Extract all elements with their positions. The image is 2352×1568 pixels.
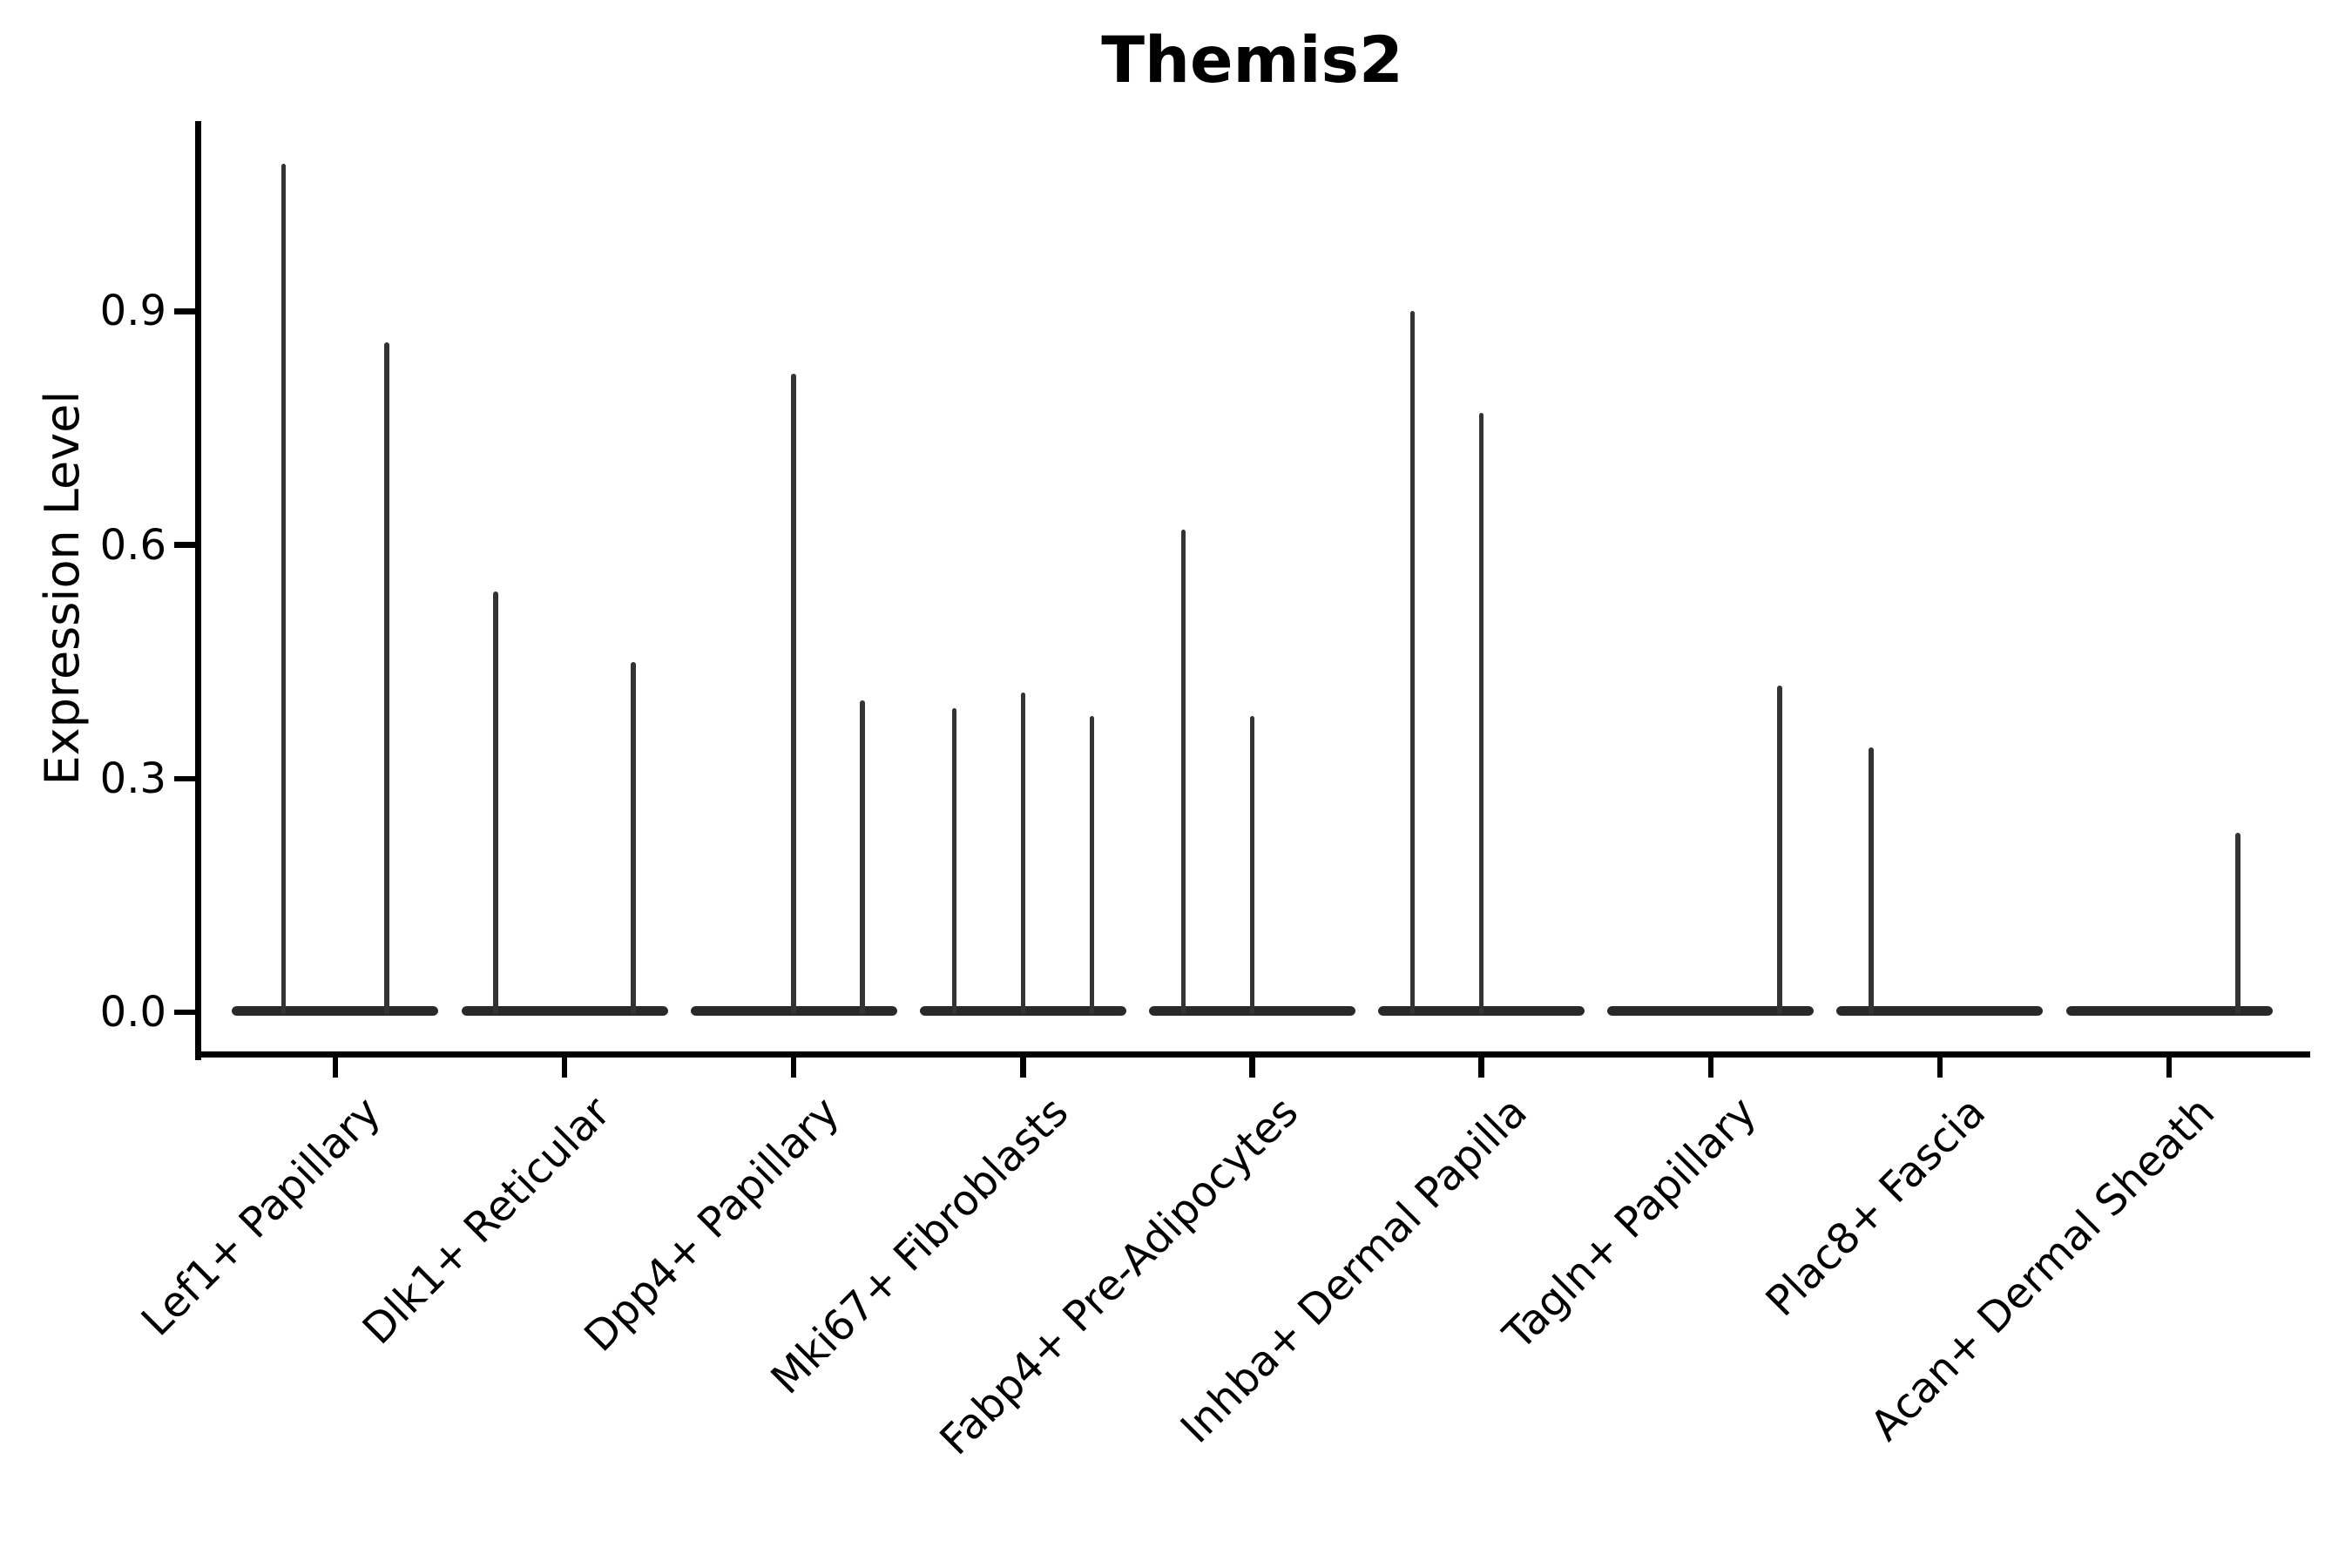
violin-needle xyxy=(280,163,287,1014)
x-tick-mark xyxy=(332,1054,339,1078)
x-tick-mark xyxy=(1249,1054,1255,1078)
x-tick-mark xyxy=(1478,1054,1484,1078)
y-tick-mark xyxy=(174,775,198,782)
violin-base xyxy=(1607,1006,1815,1016)
y-tick-mark xyxy=(174,542,198,548)
violin-needle xyxy=(1089,716,1095,1014)
violin-needle xyxy=(791,373,796,1014)
violin-needle xyxy=(1180,529,1186,1014)
chart-title: Themis2 xyxy=(1101,24,1403,98)
violin-base xyxy=(232,1006,439,1016)
x-tick-mark xyxy=(1936,1054,1943,1078)
violin-needle xyxy=(384,342,389,1014)
violin-needle xyxy=(1478,412,1484,1014)
violin-needle xyxy=(631,661,636,1014)
x-tick-mark xyxy=(1707,1054,1714,1078)
violin-base xyxy=(461,1006,668,1016)
y-tick-label: 0.9 xyxy=(99,287,166,336)
y-tick-label: 0.0 xyxy=(99,988,166,1037)
y-axis-spine xyxy=(194,121,201,1060)
violin-needle xyxy=(1249,716,1255,1014)
violin-needle xyxy=(1020,693,1026,1014)
y-tick-label: 0.6 xyxy=(99,520,166,570)
x-tick-mark xyxy=(2166,1054,2173,1078)
y-tick-mark xyxy=(174,308,198,314)
violin-needle xyxy=(1777,685,1782,1014)
x-tick-mark xyxy=(790,1054,797,1078)
x-tick-mark xyxy=(1020,1054,1026,1078)
violin-needle xyxy=(493,591,498,1014)
violin-needle xyxy=(1409,311,1416,1014)
x-category-label: Acan+ Dermal Sheath xyxy=(0,1088,2224,1450)
x-tick-mark xyxy=(561,1054,568,1078)
violin-needle xyxy=(2235,833,2240,1014)
violin-needle xyxy=(1869,747,1874,1014)
violin-needle xyxy=(860,700,865,1014)
y-tick-label: 0.3 xyxy=(99,754,166,803)
violin-needle xyxy=(951,708,957,1014)
violin-base xyxy=(2065,1006,2273,1016)
violin-base xyxy=(1836,1006,2044,1016)
y-tick-mark xyxy=(174,1009,198,1016)
